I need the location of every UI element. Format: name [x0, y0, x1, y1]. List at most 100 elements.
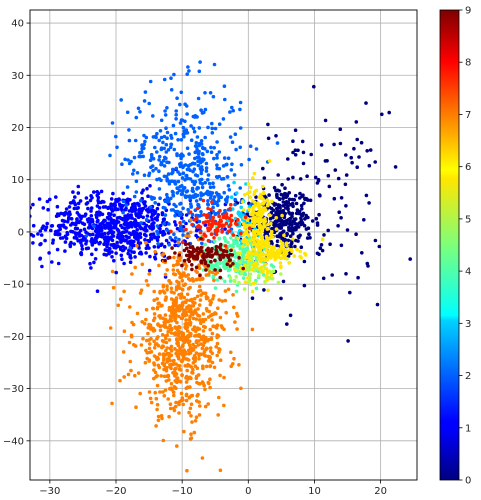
- scatter-point: [217, 150, 222, 154]
- scatter-point: [149, 215, 154, 219]
- scatter-point: [257, 240, 262, 244]
- scatter-point: [190, 222, 194, 227]
- scatter-point: [120, 230, 125, 235]
- scatter-point: [234, 289, 239, 294]
- scatter-point: [259, 234, 264, 239]
- scatter-point: [204, 220, 208, 224]
- scatter-point: [175, 153, 179, 158]
- scatter-point: [134, 405, 138, 410]
- scatter-point: [180, 373, 184, 377]
- scatter-point: [278, 247, 283, 251]
- scatter-point: [247, 262, 251, 267]
- scatter-point: [292, 198, 297, 202]
- scatter-point: [99, 228, 104, 233]
- scatter-point: [135, 311, 140, 316]
- scatter-point: [155, 342, 159, 346]
- scatter-point: [155, 206, 160, 211]
- scatter-point: [191, 304, 196, 308]
- scatter-point: [293, 148, 298, 152]
- scatter-point: [162, 77, 167, 82]
- scatter-point: [222, 375, 226, 380]
- scatter-point: [167, 222, 171, 226]
- scatter-point: [172, 255, 176, 260]
- scatter-point: [203, 180, 207, 185]
- scatter-point: [320, 248, 325, 253]
- scatter-point: [181, 219, 186, 224]
- scatter-point: [276, 280, 281, 285]
- scatter-point: [210, 200, 214, 204]
- scatter-point: [213, 268, 217, 272]
- scatter-point: [157, 158, 161, 162]
- scatter-point: [279, 224, 284, 228]
- scatter-point: [152, 363, 157, 367]
- scatter-point: [167, 279, 171, 283]
- scatter-point: [177, 411, 181, 415]
- scatter-point: [170, 246, 174, 250]
- scatter-point: [264, 248, 269, 253]
- scatter-point: [154, 355, 158, 360]
- scatter-point: [191, 367, 195, 372]
- scatter-point: [195, 380, 199, 385]
- y-tick-label: 0: [18, 227, 24, 238]
- scatter-point: [183, 195, 188, 199]
- scatter-point: [141, 215, 145, 220]
- scatter-point: [235, 314, 240, 318]
- scatter-point: [380, 112, 384, 117]
- scatter-point: [67, 205, 72, 209]
- scatter-point: [161, 390, 165, 394]
- scatter-point: [228, 264, 233, 268]
- scatter-point: [265, 198, 270, 203]
- scatter-point: [251, 176, 255, 180]
- scatter-point: [172, 358, 176, 363]
- scatter-point: [250, 199, 255, 203]
- colorbar-tick-label: 1: [465, 423, 471, 434]
- colorbar-tick-label: 0: [465, 476, 471, 487]
- scatter-point: [105, 248, 110, 253]
- scatter-point: [169, 381, 174, 386]
- scatter-point: [194, 141, 199, 145]
- scatter-point: [178, 210, 183, 215]
- scatter-point: [131, 322, 136, 327]
- scatter-point: [275, 243, 279, 248]
- scatter-point: [187, 259, 192, 264]
- scatter-point: [139, 226, 143, 231]
- scatter-point: [169, 297, 174, 301]
- scatter-point: [180, 274, 184, 279]
- scatter-point: [332, 196, 337, 201]
- scatter-point: [232, 356, 236, 361]
- scatter-point: [154, 166, 158, 171]
- scatter-point: [223, 244, 228, 248]
- scatter-point: [125, 185, 130, 189]
- scatter-point: [245, 241, 250, 246]
- scatter-point: [158, 196, 162, 200]
- scatter-point: [230, 162, 234, 166]
- scatter-point: [162, 244, 167, 249]
- scatter-point: [262, 221, 266, 226]
- scatter-point: [185, 468, 189, 473]
- scatter-point: [219, 247, 223, 252]
- scatter-point: [138, 110, 142, 114]
- scatter-point: [215, 270, 220, 275]
- scatter-point: [162, 362, 167, 366]
- scatter-point: [243, 192, 247, 197]
- scatter-point: [248, 282, 253, 287]
- scatter-point: [217, 395, 221, 400]
- scatter-point: [248, 185, 253, 190]
- scatter-point: [189, 138, 194, 142]
- scatter-point: [150, 208, 155, 212]
- scatter-point: [217, 166, 222, 171]
- scatter-point: [269, 240, 274, 244]
- scatter-point: [210, 223, 215, 227]
- scatter-point: [61, 219, 66, 223]
- scatter-point: [129, 215, 133, 220]
- scatter-point: [168, 358, 172, 363]
- scatter-point: [114, 219, 119, 223]
- scatter-point: [354, 232, 358, 236]
- scatter-point: [174, 296, 179, 300]
- scatter-point: [234, 275, 238, 279]
- scatter-point: [212, 156, 216, 161]
- scatter-point: [30, 206, 32, 210]
- scatter-point: [178, 185, 182, 189]
- scatter-point: [207, 226, 211, 231]
- scatter-point: [94, 229, 98, 234]
